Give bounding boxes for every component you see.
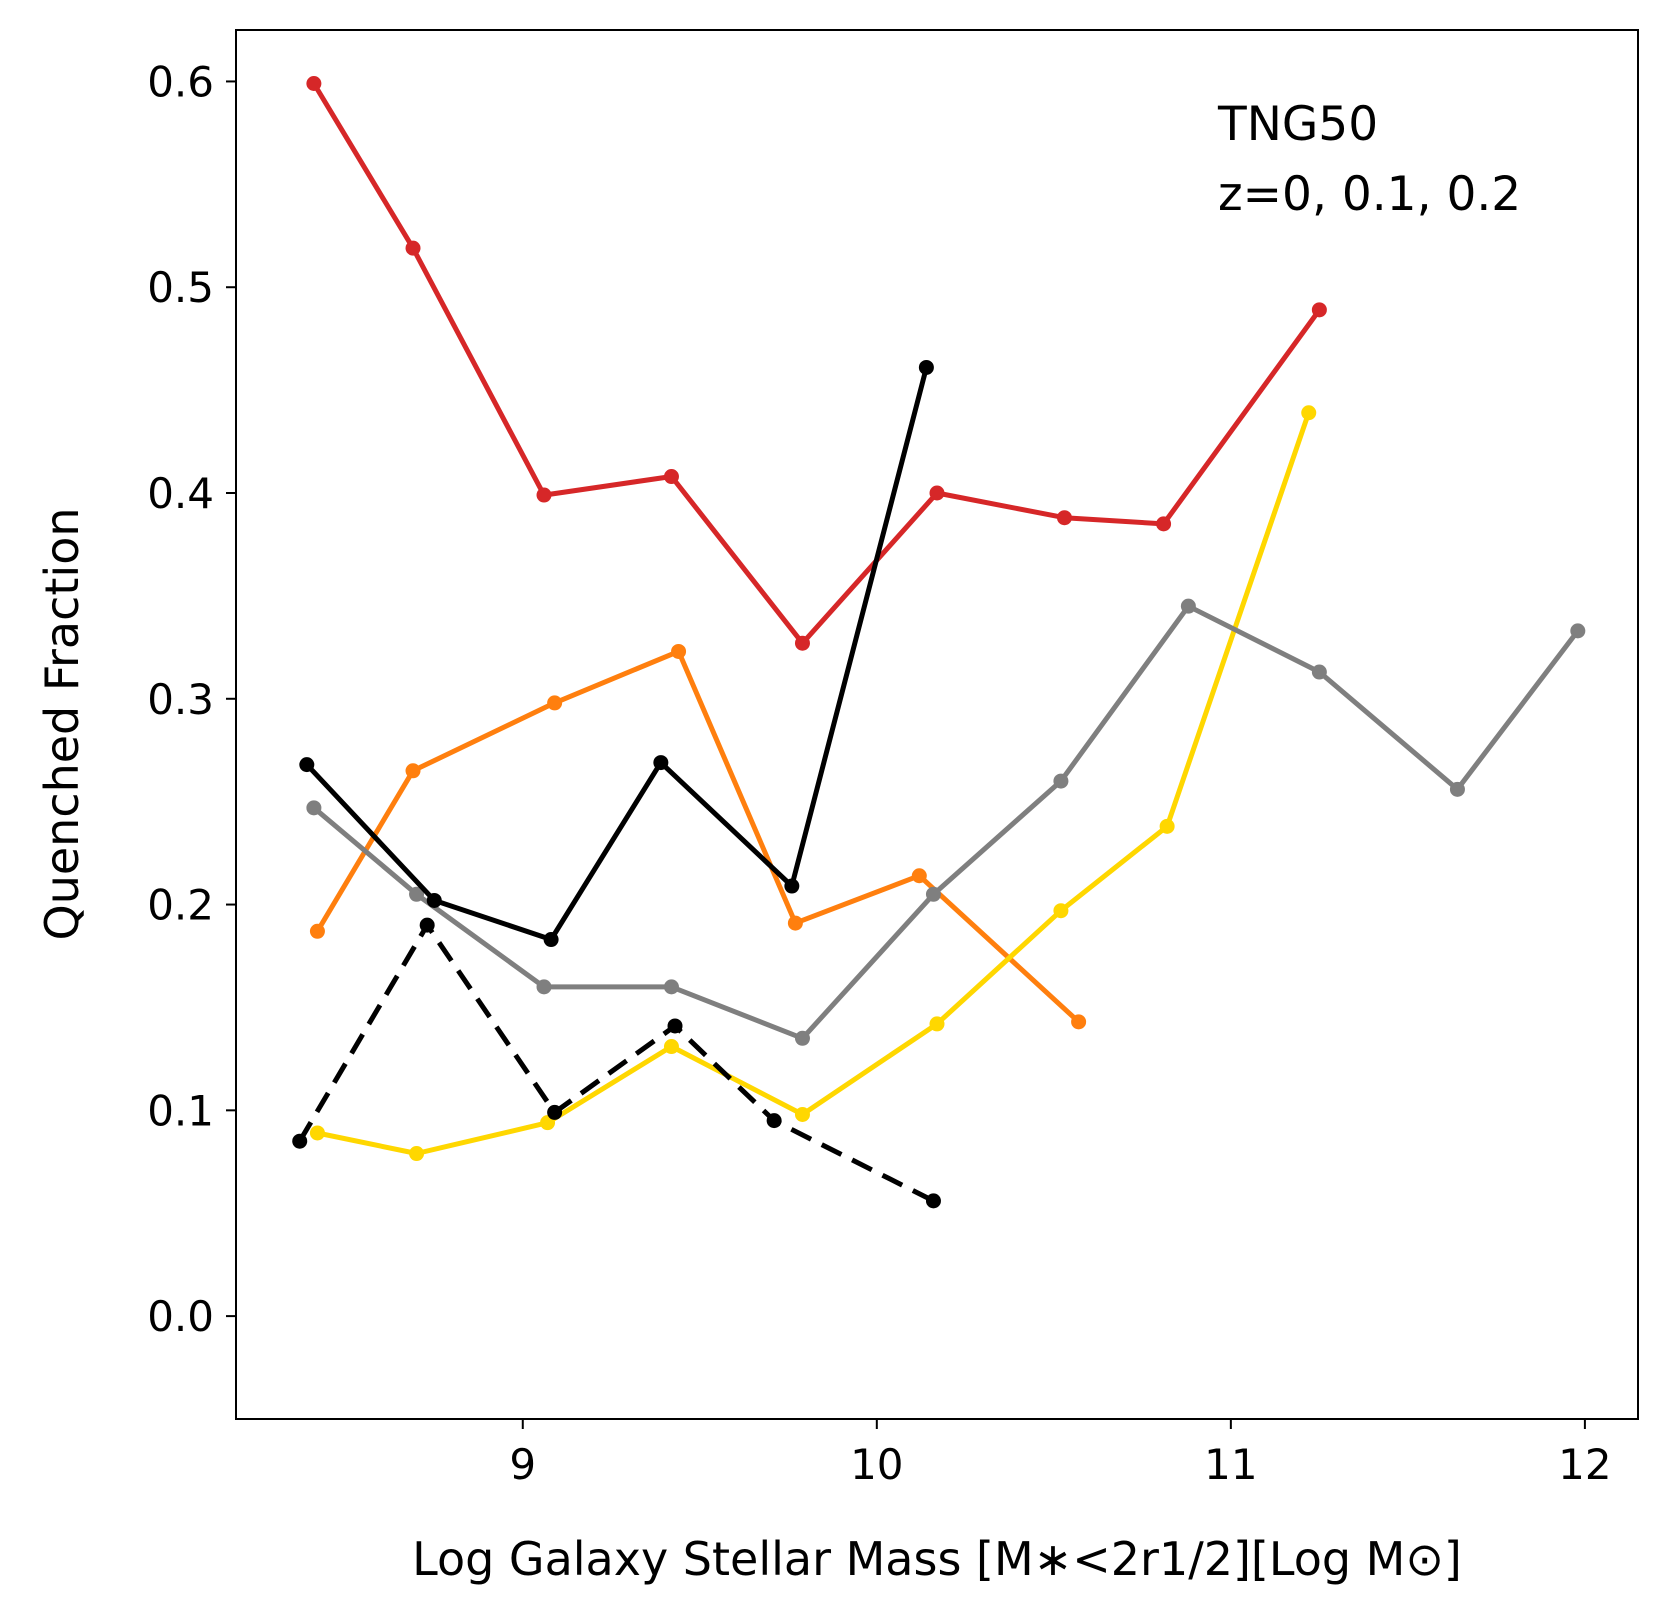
data-point (1570, 623, 1586, 639)
axes-frame (235, 29, 1639, 1420)
series-orange (309, 643, 1087, 1030)
series-line (315, 648, 1081, 1024)
y-tick-label: 0.1 (147, 1086, 214, 1135)
series-black (299, 359, 934, 948)
data-point (794, 635, 810, 651)
data-point (1311, 302, 1327, 318)
data-point (1056, 510, 1072, 526)
data-point (784, 878, 800, 894)
y-tick-label: 0.6 (147, 57, 214, 106)
data-point (1053, 903, 1069, 919)
data-point (1180, 598, 1196, 614)
series-line (312, 603, 1580, 1041)
series-red (306, 76, 1327, 651)
data-point (918, 359, 934, 375)
data-point (547, 695, 563, 711)
data-point (309, 1125, 325, 1141)
data-point (405, 240, 421, 256)
series-gray (306, 598, 1586, 1046)
data-point (426, 892, 442, 908)
data-point (663, 979, 679, 995)
data-point (306, 800, 322, 816)
data-point (543, 932, 559, 948)
data-point (925, 1193, 941, 1209)
y-tick-label: 0.5 (147, 263, 214, 312)
x-tick-label: 12 (1558, 1440, 1611, 1489)
data-point (667, 1018, 683, 1034)
x-tick-label: 11 (1204, 1440, 1257, 1489)
data-point (409, 1146, 425, 1162)
data-point (766, 1113, 782, 1129)
x-axis-label: Log Galaxy Stellar Mass [M∗<2r1/2][Log M… (412, 1532, 1462, 1586)
data-point (794, 1030, 810, 1046)
data-point (1301, 405, 1317, 421)
data-point (547, 1104, 563, 1120)
data-point (671, 643, 687, 659)
ticks: 9 10 11 12 0.0 0.1 0.2 0.3 0.4 0.5 0.6 (147, 57, 1611, 1489)
y-tick-label: 0.4 (147, 469, 214, 518)
series-gold (309, 405, 1317, 1162)
data-point (419, 917, 435, 933)
data-point (536, 979, 552, 995)
data-point (309, 923, 325, 939)
series-line (304, 366, 929, 942)
x-tick-label: 9 (509, 1440, 536, 1489)
y-axis-label: Quenched Fraction (35, 507, 89, 940)
series (292, 76, 1586, 1209)
data-point (787, 915, 803, 931)
x-tick-label: 10 (850, 1440, 903, 1489)
series-line (311, 82, 1322, 646)
data-point (299, 757, 315, 773)
y-tick-label: 0.2 (147, 881, 214, 930)
data-point (663, 469, 679, 485)
data-point (663, 1039, 679, 1055)
y-tick-label: 0.3 (147, 675, 214, 724)
data-point (929, 1016, 945, 1032)
data-point (292, 1133, 308, 1149)
y-tick-label: 0.0 (147, 1292, 214, 1341)
data-point (653, 755, 669, 771)
data-point (1071, 1014, 1087, 1030)
data-point (409, 886, 425, 902)
series-black-dashed (292, 917, 941, 1209)
data-point (911, 868, 927, 884)
data-point (306, 76, 322, 92)
data-point (925, 886, 941, 902)
data-point (1311, 664, 1327, 680)
series-line (297, 922, 935, 1204)
data-point (405, 763, 421, 779)
data-point (1449, 781, 1465, 797)
data-point (1159, 818, 1175, 834)
annotation-line-1: TNG50 (1217, 97, 1378, 152)
annotation-line-2: z=0, 0.1, 0.2 (1218, 167, 1521, 222)
data-point (929, 485, 945, 501)
data-point (536, 487, 552, 503)
data-point (794, 1106, 810, 1122)
data-point (1053, 773, 1069, 789)
data-point (1156, 516, 1172, 532)
